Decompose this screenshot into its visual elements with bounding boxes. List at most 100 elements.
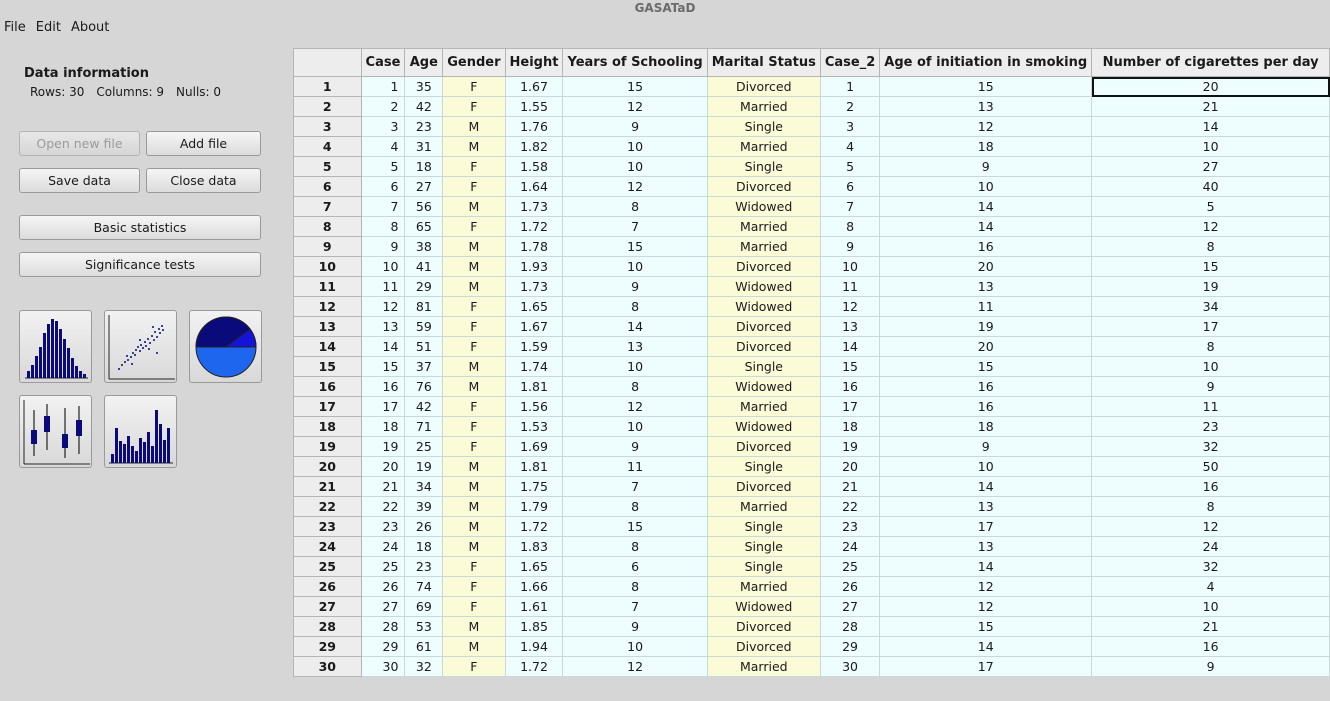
table-cell[interactable]: 1.79 (504, 496, 564, 517)
table-cell[interactable]: 29 (360, 636, 406, 657)
box-plot-button[interactable] (19, 395, 92, 468)
table-cell[interactable]: 15 (1091, 256, 1330, 277)
table-cell[interactable]: 23 (404, 556, 444, 577)
table-cell[interactable]: 12 (562, 96, 708, 117)
table-cell[interactable]: 7 (819, 196, 881, 217)
table-cell[interactable]: 9 (562, 616, 708, 637)
table-cell[interactable]: 10 (562, 156, 708, 177)
table-cell[interactable]: 1 (360, 76, 406, 97)
table-cell[interactable]: 40 (1091, 176, 1330, 197)
table-cell[interactable]: 23 (360, 516, 406, 537)
table-cell[interactable]: M (442, 516, 506, 537)
table-cell[interactable]: 5 (1091, 196, 1330, 217)
table-cell[interactable]: 8 (562, 496, 708, 517)
table-cell[interactable]: 10 (879, 456, 1093, 477)
table-cell[interactable]: F (442, 176, 506, 197)
table-cell[interactable]: 18 (819, 416, 881, 437)
row-header[interactable]: 3 (293, 116, 362, 137)
table-cell[interactable]: 13 (879, 276, 1093, 297)
table-cell[interactable]: 20 (1091, 76, 1330, 97)
table-cell[interactable]: 8 (562, 536, 708, 557)
table-cell[interactable]: 10 (879, 176, 1093, 197)
row-header[interactable]: 6 (293, 176, 362, 197)
column-header[interactable]: Gender (442, 48, 506, 77)
table-cell[interactable]: 27 (360, 596, 406, 617)
table-cell[interactable]: Single (706, 556, 821, 577)
table-cell[interactable]: 24 (819, 536, 881, 557)
table-cell[interactable]: 53 (404, 616, 444, 637)
row-header[interactable]: 26 (293, 576, 362, 597)
table-cell[interactable]: Married (706, 396, 821, 417)
table-cell[interactable]: 15 (879, 616, 1093, 637)
row-header[interactable]: 30 (293, 656, 362, 677)
table-cell[interactable]: Married (706, 236, 821, 257)
row-header[interactable]: 19 (293, 436, 362, 457)
table-cell[interactable]: 8 (562, 296, 708, 317)
table-cell[interactable]: M (442, 456, 506, 477)
table-cell[interactable]: F (442, 416, 506, 437)
table-cell[interactable]: 12 (819, 296, 881, 317)
row-header[interactable]: 22 (293, 496, 362, 517)
row-header[interactable]: 20 (293, 456, 362, 477)
table-cell[interactable]: 13 (360, 316, 406, 337)
table-cell[interactable]: M (442, 236, 506, 257)
table-cell[interactable]: 7 (562, 476, 708, 497)
table-cell[interactable]: 26 (819, 576, 881, 597)
table-cell[interactable]: 16 (1091, 476, 1330, 497)
table-cell[interactable]: 1.94 (504, 636, 564, 657)
table-cell[interactable]: 29 (819, 636, 881, 657)
column-header[interactable]: Case (360, 48, 406, 77)
table-cell[interactable]: 17 (879, 516, 1093, 537)
table-cell[interactable]: Divorced (706, 476, 821, 497)
table-cell[interactable]: 12 (1091, 216, 1330, 237)
corner-header[interactable] (293, 48, 362, 77)
table-cell[interactable]: 50 (1091, 456, 1330, 477)
table-cell[interactable]: 71 (404, 416, 444, 437)
table-cell[interactable]: 34 (1091, 296, 1330, 317)
table-cell[interactable]: 32 (404, 656, 444, 677)
table-cell[interactable]: 19 (1091, 276, 1330, 297)
table-cell[interactable]: 81 (404, 296, 444, 317)
column-header[interactable]: Marital Status (706, 48, 821, 77)
row-header[interactable]: 4 (293, 136, 362, 157)
table-cell[interactable]: 1.85 (504, 616, 564, 637)
table-cell[interactable]: 12 (879, 116, 1093, 137)
table-cell[interactable]: 1.67 (504, 76, 564, 97)
table-cell[interactable]: 18 (879, 416, 1093, 437)
table-cell[interactable]: 14 (879, 556, 1093, 577)
row-header[interactable]: 1 (293, 76, 362, 97)
table-cell[interactable]: 1.72 (504, 656, 564, 677)
table-cell[interactable]: F (442, 336, 506, 357)
table-cell[interactable]: 28 (819, 616, 881, 637)
table-cell[interactable]: 1.93 (504, 256, 564, 277)
table-cell[interactable]: 1.61 (504, 596, 564, 617)
table-cell[interactable]: 34 (404, 476, 444, 497)
table-cell[interactable]: 12 (879, 596, 1093, 617)
table-cell[interactable]: 1.53 (504, 416, 564, 437)
row-header[interactable]: 25 (293, 556, 362, 577)
table-cell[interactable]: 20 (879, 336, 1093, 357)
table-cell[interactable]: Single (706, 116, 821, 137)
row-header[interactable]: 16 (293, 376, 362, 397)
table-cell[interactable]: 16 (879, 236, 1093, 257)
table-cell[interactable]: F (442, 556, 506, 577)
table-cell[interactable]: 51 (404, 336, 444, 357)
row-header[interactable]: 2 (293, 96, 362, 117)
table-cell[interactable]: 13 (562, 336, 708, 357)
table-cell[interactable]: 26 (360, 576, 406, 597)
table-cell[interactable]: Married (706, 496, 821, 517)
table-cell[interactable]: 1.65 (504, 296, 564, 317)
table-cell[interactable]: 8 (562, 196, 708, 217)
table-cell[interactable]: Widowed (706, 196, 821, 217)
table-cell[interactable]: Widowed (706, 596, 821, 617)
row-header[interactable]: 9 (293, 236, 362, 257)
table-cell[interactable]: 11 (879, 296, 1093, 317)
table-cell[interactable]: 2 (819, 96, 881, 117)
table-cell[interactable]: 17 (360, 396, 406, 417)
table-cell[interactable]: 13 (819, 316, 881, 337)
table-cell[interactable]: F (442, 436, 506, 457)
table-cell[interactable]: 9 (360, 236, 406, 257)
table-cell[interactable]: 27 (1091, 156, 1330, 177)
table-cell[interactable]: 35 (404, 76, 444, 97)
table-cell[interactable]: Divorced (706, 616, 821, 637)
